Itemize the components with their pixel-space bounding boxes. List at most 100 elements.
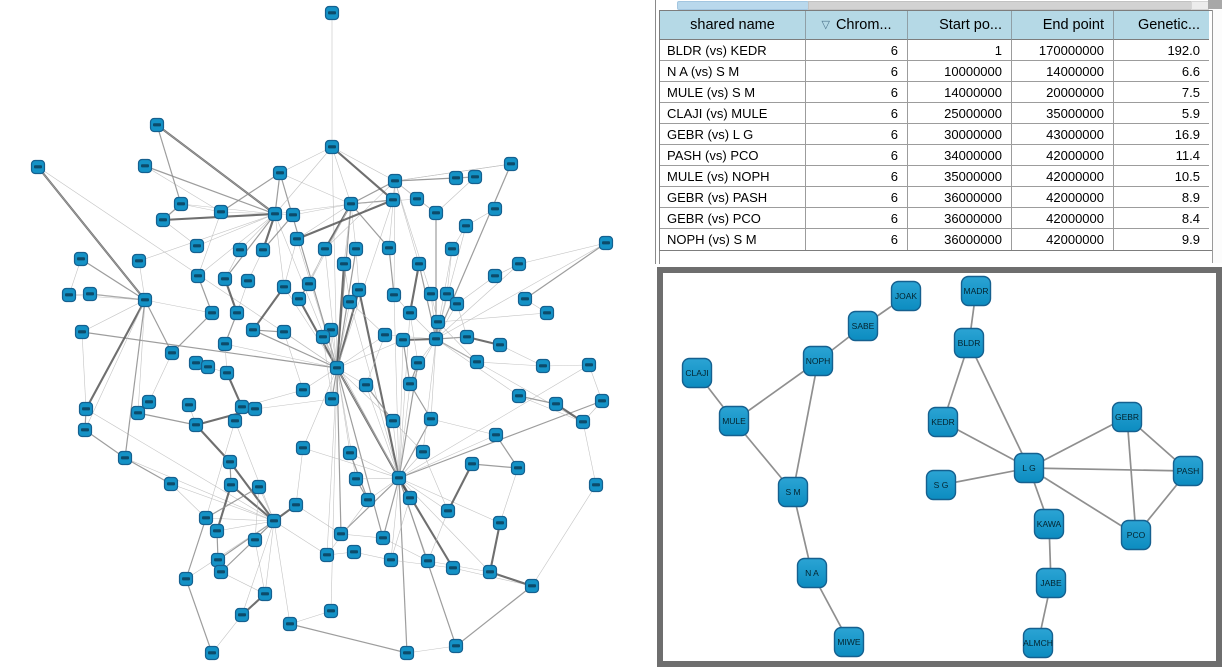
network-edge[interactable] <box>398 477 449 512</box>
network-edge[interactable] <box>144 299 173 354</box>
table-cell[interactable]: PASH (vs) PCO <box>660 145 806 166</box>
vertical-scrollbar[interactable] <box>1212 10 1222 263</box>
network-edge[interactable] <box>144 165 222 213</box>
network-edge[interactable] <box>382 477 400 539</box>
table-cell[interactable]: 25000000 <box>908 103 1012 124</box>
network-node[interactable] <box>503 156 519 172</box>
network-node[interactable] <box>428 331 444 347</box>
network-node[interactable] <box>409 191 425 207</box>
network-edge[interactable] <box>252 286 285 331</box>
subnetwork-node-madr[interactable]: MADR <box>960 275 992 307</box>
scrollbar-thumb[interactable] <box>677 1 809 10</box>
subnetwork-panel[interactable]: JOAK MADR SABE NOPH CLAJI BLDR MULE KEDR GEBR PAS… <box>657 267 1222 667</box>
network-node[interactable] <box>464 456 480 472</box>
network-node[interactable] <box>342 445 358 461</box>
network-edge[interactable] <box>254 398 333 410</box>
table-cell[interactable]: 5.9 <box>1114 103 1209 124</box>
network-node[interactable] <box>276 279 292 295</box>
network-node[interactable] <box>445 560 461 576</box>
table-row[interactable]: PASH (vs) PCO 6 34000000 42000000 11.4 <box>660 145 1213 166</box>
subnetwork-node-joak[interactable]: JOAK <box>890 280 922 312</box>
network-edge[interactable] <box>388 247 395 296</box>
network-node[interactable] <box>74 324 90 340</box>
network-node[interactable] <box>381 240 397 256</box>
network-node[interactable] <box>488 427 504 443</box>
network-node[interactable] <box>459 329 475 345</box>
network-node[interactable] <box>213 564 229 580</box>
network-node[interactable] <box>323 603 339 619</box>
network-edge[interactable] <box>224 343 338 369</box>
network-edge[interactable] <box>531 484 597 587</box>
network-node[interactable] <box>511 256 527 272</box>
table-cell[interactable]: 192.0 <box>1114 40 1209 61</box>
network-node[interactable] <box>73 251 89 267</box>
filter-icon[interactable]: ▽ <box>821 18 830 31</box>
network-edge[interactable] <box>437 312 548 323</box>
network-edge[interactable] <box>422 338 437 453</box>
network-node[interactable] <box>444 241 460 257</box>
network-node[interactable] <box>245 322 261 338</box>
column-header-chrom-[interactable]: ▽ Chrom... <box>806 11 908 40</box>
network-edge[interactable] <box>499 344 544 367</box>
network-edge[interactable] <box>124 299 146 459</box>
network-node[interactable] <box>204 645 220 661</box>
network-edge[interactable] <box>390 477 400 561</box>
network-edge[interactable] <box>148 352 173 403</box>
network-edge[interactable] <box>406 645 457 654</box>
network-edge[interactable] <box>322 336 333 400</box>
table-cell[interactable]: 6 <box>806 82 908 103</box>
network-edge[interactable] <box>350 203 357 250</box>
subnetwork-node-pash[interactable]: PASH <box>1172 455 1204 487</box>
network-edge[interactable] <box>289 623 408 654</box>
network-edge[interactable] <box>279 146 333 174</box>
table-cell[interactable]: 35000000 <box>1012 103 1114 124</box>
subnetwork-edge[interactable] <box>968 342 1030 469</box>
network-node[interactable] <box>377 327 393 343</box>
network-node[interactable] <box>375 530 391 546</box>
network-edge[interactable] <box>336 339 404 369</box>
network-edge[interactable] <box>230 484 275 522</box>
table-cell[interactable]: 16.9 <box>1114 124 1209 145</box>
network-node[interactable] <box>213 204 229 220</box>
network-node[interactable] <box>402 376 418 392</box>
network-edge[interactable] <box>524 242 607 300</box>
subnetwork-node-jabe[interactable]: JABE <box>1035 567 1067 599</box>
table-cell[interactable]: 7.5 <box>1114 82 1209 103</box>
network-edge[interactable] <box>365 334 386 386</box>
network-node[interactable] <box>581 357 597 373</box>
network-edge[interactable] <box>137 299 146 414</box>
network-node[interactable] <box>82 286 98 302</box>
network-edge[interactable] <box>408 263 421 314</box>
network-edge[interactable] <box>430 418 497 436</box>
network-edge[interactable] <box>398 364 590 479</box>
network-node[interactable] <box>423 411 439 427</box>
network-node[interactable] <box>346 544 362 560</box>
network-node[interactable] <box>117 450 133 466</box>
table-cell[interactable]: N A (vs) S M <box>660 61 806 82</box>
network-edge[interactable] <box>350 198 418 205</box>
network-edge[interactable] <box>220 172 281 213</box>
network-node[interactable] <box>247 401 263 417</box>
subnetwork-node-bldr[interactable]: BLDR <box>953 327 985 359</box>
column-header-genetic-[interactable]: Genetic... <box>1114 11 1209 40</box>
network-node[interactable] <box>188 417 204 433</box>
table-cell[interactable]: 14000000 <box>1012 61 1114 82</box>
network-edge[interactable] <box>390 497 411 561</box>
network-edge[interactable] <box>252 329 338 369</box>
network-node[interactable] <box>163 476 179 492</box>
table-cell[interactable]: MULE (vs) S M <box>660 82 806 103</box>
network-node[interactable] <box>492 515 508 531</box>
network-node[interactable] <box>482 564 498 580</box>
network-edge[interactable] <box>234 420 275 522</box>
network-edge[interactable] <box>80 258 146 301</box>
network-edge[interactable] <box>171 312 213 354</box>
network-node[interactable] <box>329 360 345 376</box>
subnetwork-edge[interactable] <box>1028 467 1189 472</box>
network-edge[interactable] <box>124 457 172 485</box>
table-cell[interactable]: 6 <box>806 145 908 166</box>
network-edge[interactable] <box>295 504 342 535</box>
network-node[interactable] <box>295 382 311 398</box>
network-node[interactable] <box>257 586 273 602</box>
table-cell[interactable]: NOPH (vs) S M <box>660 229 806 250</box>
subnetwork-edge[interactable] <box>1028 416 1128 469</box>
